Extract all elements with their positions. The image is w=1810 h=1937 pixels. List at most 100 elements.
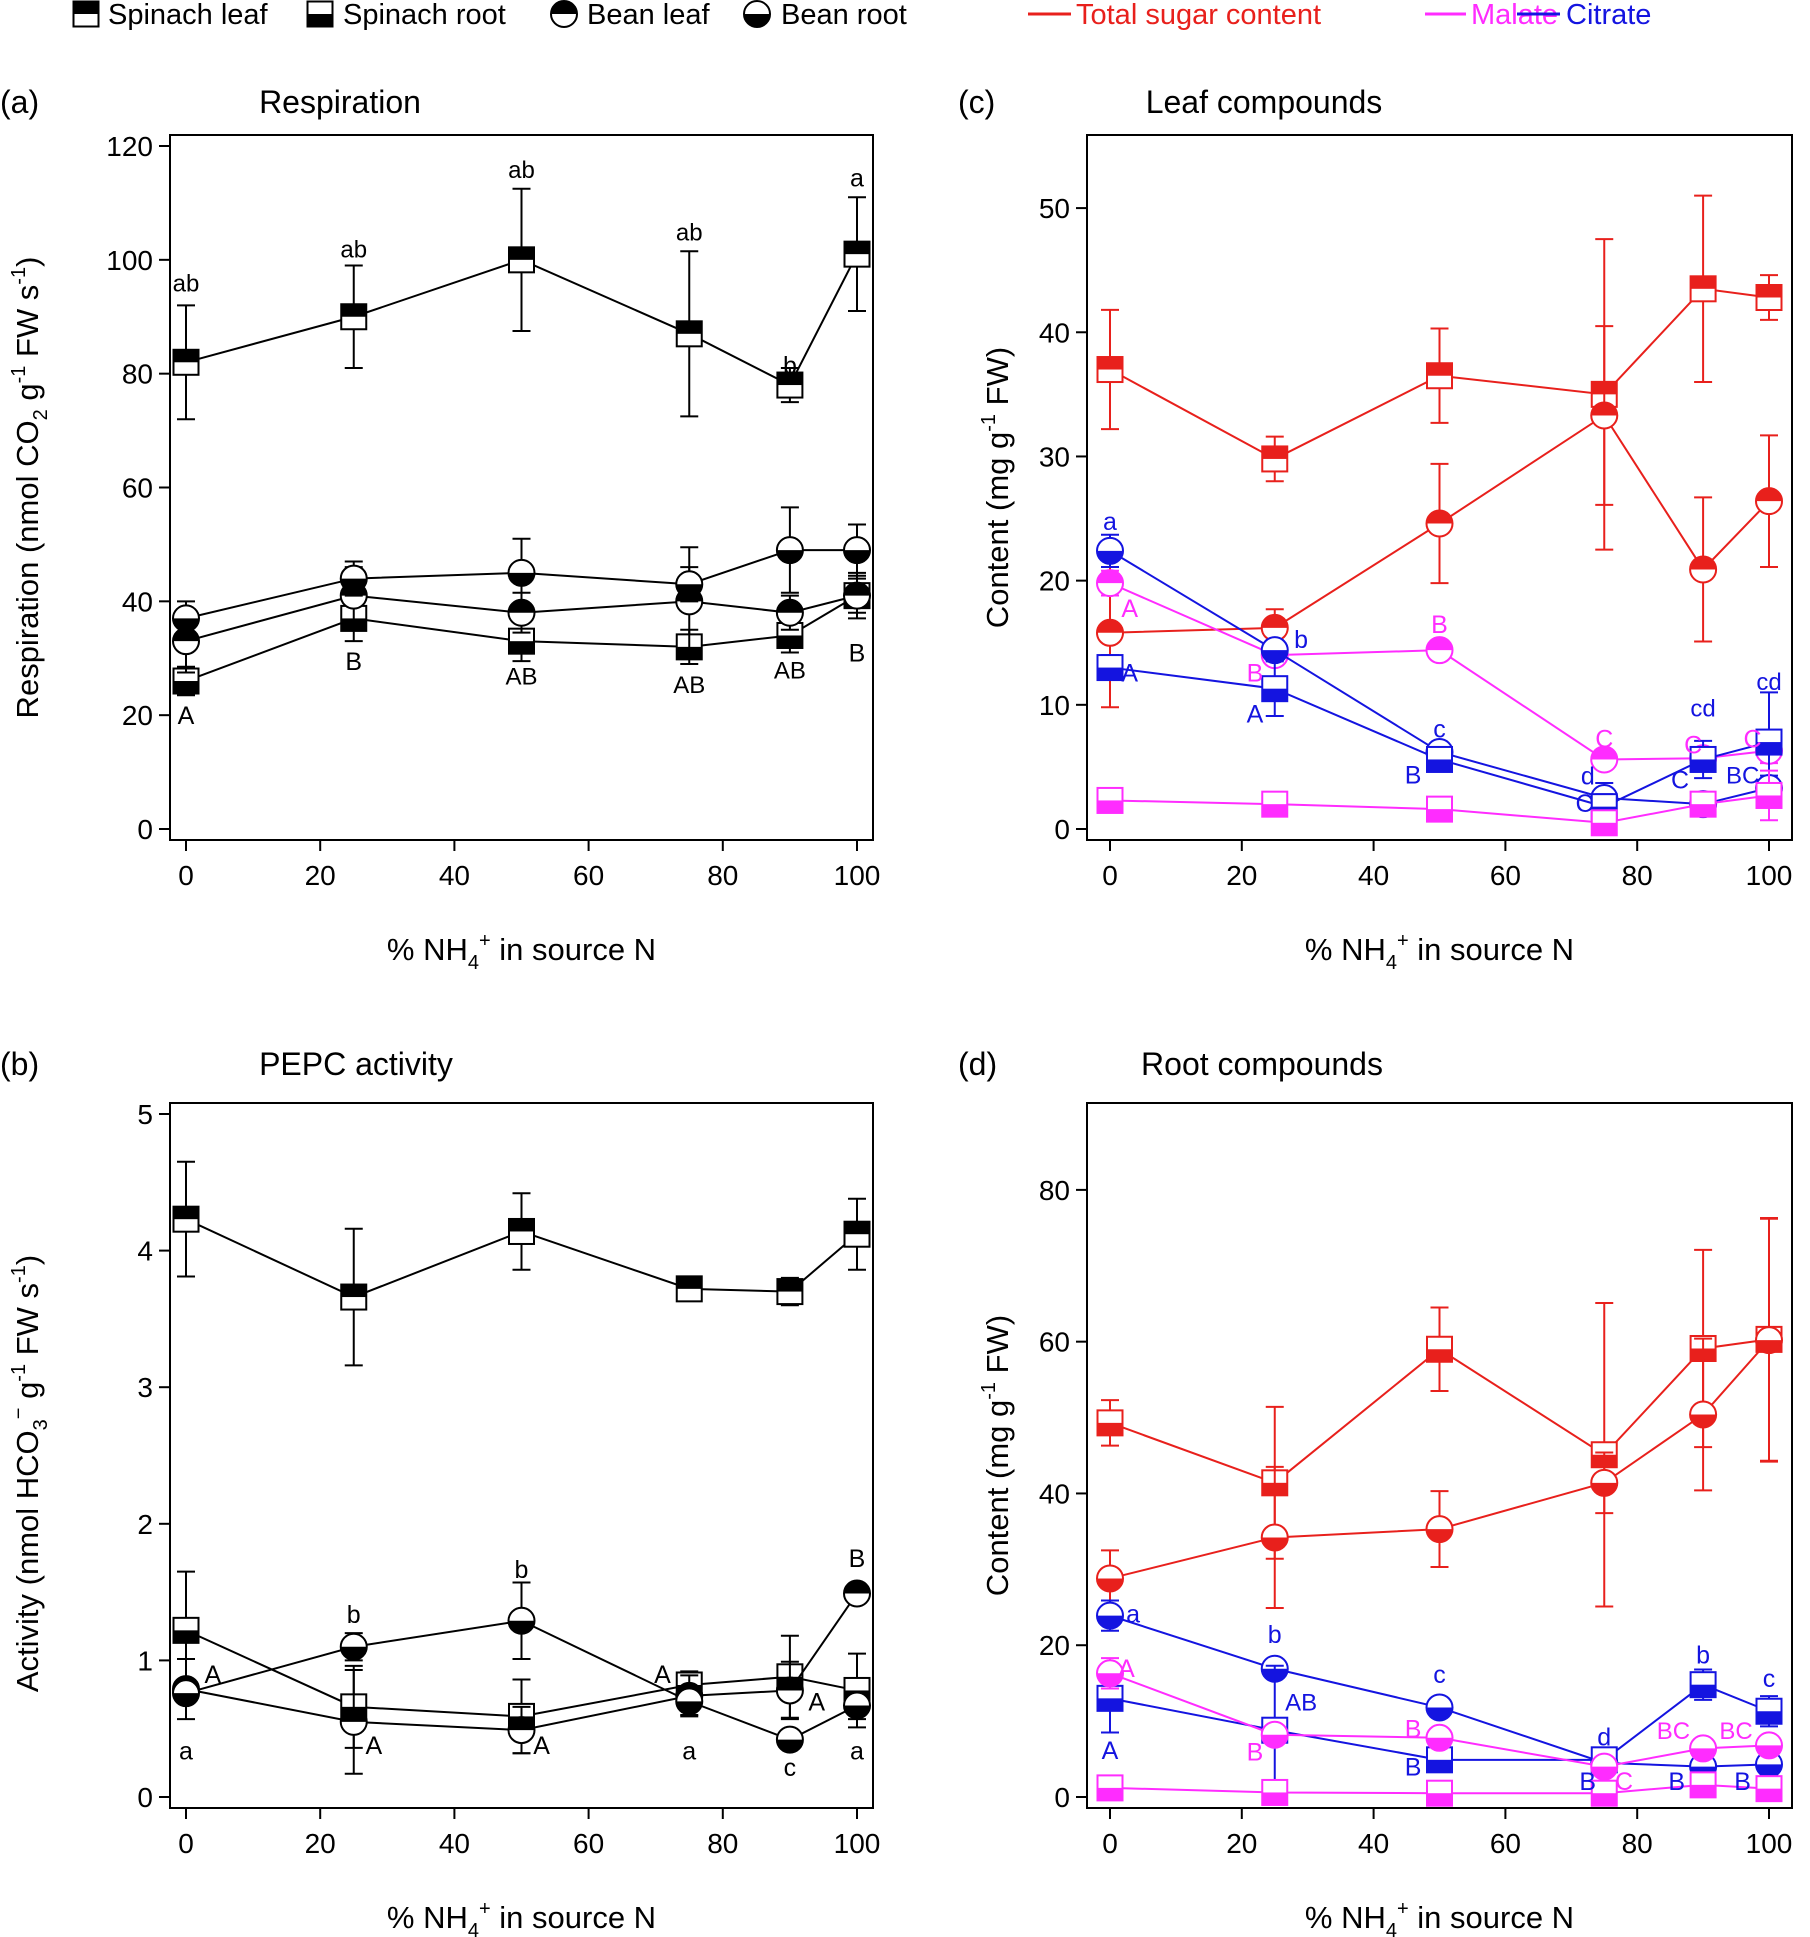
y-label-part: FW) xyxy=(980,347,1015,414)
significance-letter: a xyxy=(682,1738,696,1766)
marker-outline xyxy=(1426,745,1453,773)
marker-half xyxy=(1591,822,1617,836)
marker-outline xyxy=(507,1606,536,1635)
marker-outline xyxy=(172,604,200,633)
marker-half xyxy=(1262,1792,1288,1805)
marker-half xyxy=(1261,614,1288,628)
data-point xyxy=(1689,1671,1717,1699)
series-malate-spinach-leaf xyxy=(1096,769,1783,837)
marker-outline xyxy=(775,1676,804,1705)
legend-marker xyxy=(743,0,771,28)
data-point xyxy=(1096,618,1124,647)
significance-letter: ab xyxy=(173,271,200,298)
significance-letter: B xyxy=(1734,1768,1751,1796)
x-axis-label: % NH4+ in source N xyxy=(1305,1898,1574,1937)
data-point xyxy=(172,1616,200,1644)
x-tick-label: 80 xyxy=(1622,1828,1653,1859)
marker-half xyxy=(1261,1734,1288,1748)
y-label-part: ) xyxy=(10,257,45,267)
significance-letter: ab xyxy=(340,236,367,263)
marker-half xyxy=(340,578,367,592)
marker-half xyxy=(173,1693,199,1707)
marker-outline xyxy=(1689,275,1717,303)
significance-letter: BC xyxy=(1657,1718,1690,1745)
marker-half xyxy=(776,550,803,564)
x-tick-label: 20 xyxy=(1226,860,1257,891)
marker-half xyxy=(1591,1482,1618,1496)
marker-half xyxy=(508,1717,535,1731)
data-point xyxy=(1689,745,1717,773)
significance-letter: C xyxy=(1743,725,1761,753)
legend-item-bean-leaf: Bean leaf xyxy=(550,0,710,31)
y-tick-label: 60 xyxy=(122,473,153,504)
significance-letter: C xyxy=(1595,725,1613,753)
marker-outline xyxy=(1689,1400,1718,1429)
superscript-tspan: -1 xyxy=(8,267,30,285)
y-tick-label: 20 xyxy=(1039,566,1070,597)
marker-half xyxy=(173,681,199,694)
significance-letter: C xyxy=(1684,732,1702,760)
marker-half xyxy=(1756,1764,1782,1778)
significance-letter: B xyxy=(1247,660,1264,688)
data-point xyxy=(1689,1400,1718,1429)
superscript-tspan: -1 xyxy=(978,1382,1000,1400)
y-tick-label: 0 xyxy=(137,814,153,845)
y-tick-label: 40 xyxy=(122,586,153,617)
marker-outline xyxy=(1260,1523,1289,1552)
data-point xyxy=(1261,675,1289,703)
x-axis-label-rest: in source N xyxy=(1409,932,1574,967)
marker-half xyxy=(776,1677,803,1691)
data-point xyxy=(1426,745,1453,773)
significance-letter: a xyxy=(1103,508,1117,536)
chart-title: PEPC activity xyxy=(259,1046,453,1082)
y-tick-label: 80 xyxy=(122,359,153,390)
significance-letter: A xyxy=(1247,701,1264,729)
data-point xyxy=(1260,636,1289,665)
significance-letter: A xyxy=(808,1688,825,1716)
marker-outline xyxy=(1689,555,1718,584)
x-axis-label: % NH4+ in source N xyxy=(1305,930,1574,974)
legend: Spinach leaf Spinach root Bean leaf Bean ro… xyxy=(72,0,1651,31)
marker-half xyxy=(1097,800,1123,813)
y-tick-label: 60 xyxy=(1039,1327,1070,1358)
significance-letter: a xyxy=(850,164,864,192)
significance-letter: ab xyxy=(508,157,535,184)
marker-half xyxy=(1427,1759,1452,1773)
series-bean-root-bean-root xyxy=(172,1581,871,1754)
marker-outline xyxy=(172,1205,200,1233)
subscript-tspan: 3 xyxy=(30,1419,52,1430)
y-axis-label: Respiration (nmol CO2 g-1 FW s-1) xyxy=(8,257,52,719)
marker-half xyxy=(1262,446,1288,459)
marker-outline xyxy=(1096,1774,1124,1802)
series-line xyxy=(185,253,858,387)
plot-frame xyxy=(1086,134,1793,841)
marker-outline xyxy=(1590,1779,1618,1807)
x-tick-label: 80 xyxy=(707,860,738,891)
x-tick-label: 100 xyxy=(834,860,881,891)
y-tick-label: 10 xyxy=(1039,690,1070,721)
marker-outline xyxy=(1096,1659,1124,1688)
data-point xyxy=(1096,1659,1124,1688)
data-point xyxy=(776,1278,804,1306)
x-tick-label: 100 xyxy=(834,1828,881,1859)
marker-half xyxy=(744,14,770,27)
marker-half xyxy=(1427,809,1452,822)
x-axis-label: % NH4+ in source N xyxy=(387,930,656,974)
data-point xyxy=(1426,1335,1453,1363)
significance-letter: ab xyxy=(676,219,703,246)
marker-outline xyxy=(843,1220,871,1248)
superscript-tspan: + xyxy=(1397,930,1409,952)
data-point xyxy=(1689,1734,1718,1763)
marker-outline xyxy=(339,1632,368,1661)
panel-root-compounds: Root compounds (d) 0 20 40 60 80 100 0 20 40 60 80 % … xyxy=(958,1046,1793,1937)
data-point xyxy=(1260,1720,1289,1749)
marker-half xyxy=(1097,1615,1123,1629)
marker-half xyxy=(1262,804,1288,817)
x-tick-label: 20 xyxy=(1226,1828,1257,1859)
marker-half xyxy=(1756,1788,1782,1802)
data-point xyxy=(507,1606,536,1635)
significance-letter: B xyxy=(345,648,362,676)
marker-outline xyxy=(1426,362,1453,390)
data-point xyxy=(1096,1564,1124,1593)
